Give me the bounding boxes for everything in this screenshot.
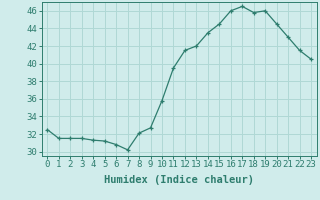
X-axis label: Humidex (Indice chaleur): Humidex (Indice chaleur) bbox=[104, 175, 254, 185]
